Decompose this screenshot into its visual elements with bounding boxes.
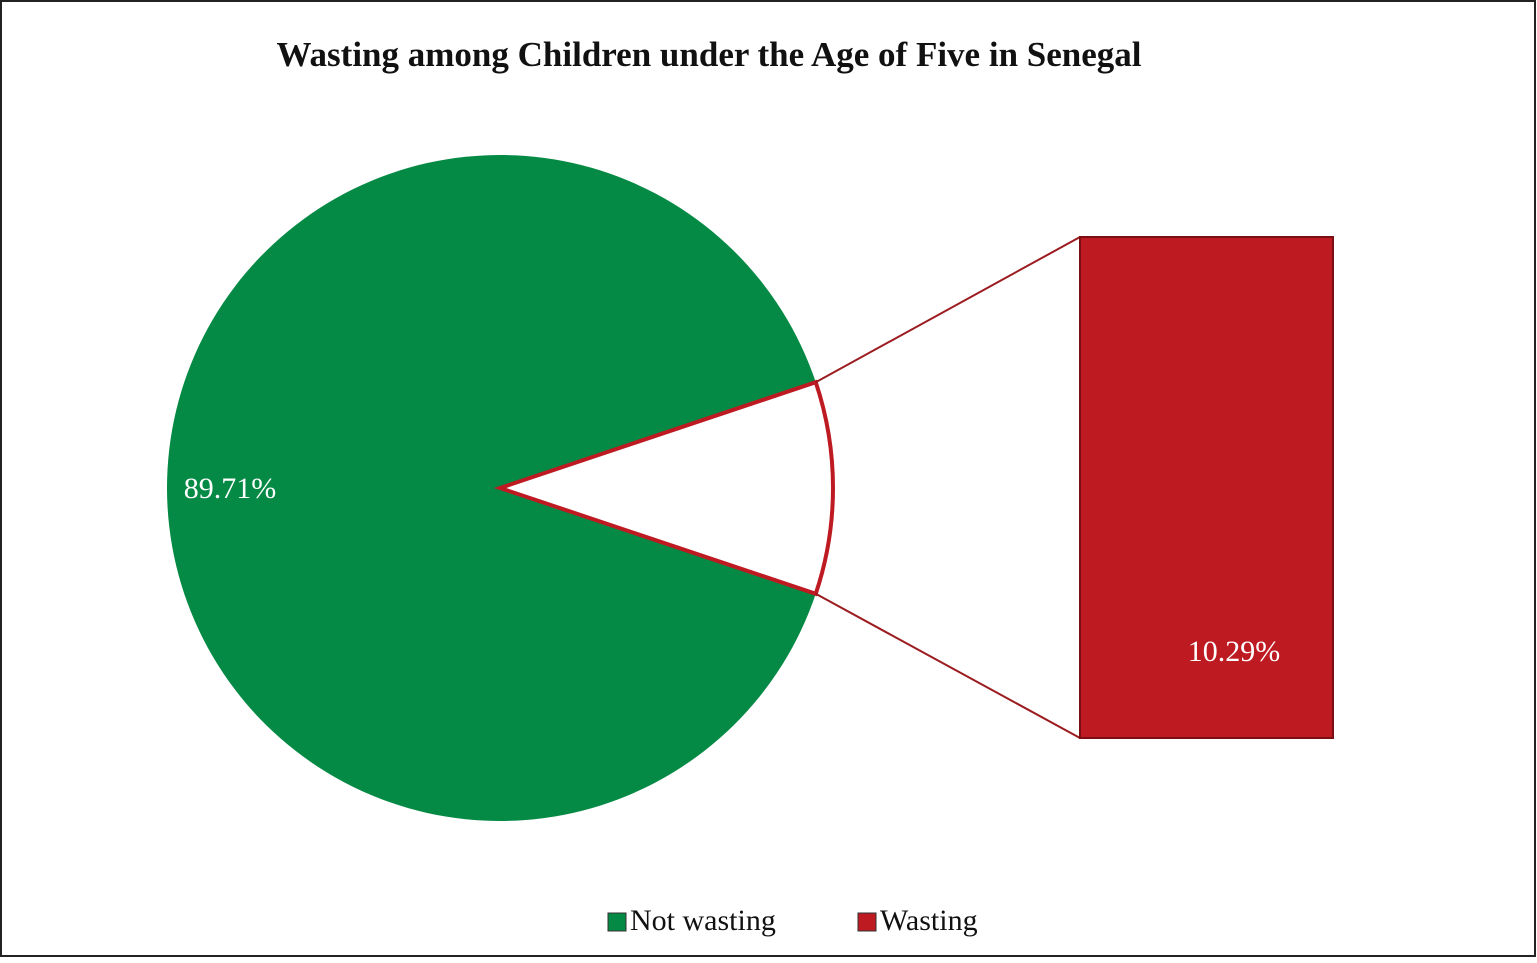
legend-label: Wasting	[880, 904, 978, 937]
data-label: 89.71%	[184, 472, 277, 505]
legend-swatch	[857, 912, 877, 932]
legend-label: Not wasting	[630, 904, 776, 937]
connector-line	[815, 592, 1081, 739]
chart-title: Wasting among Children under the Age of …	[276, 35, 1141, 74]
legend-swatch	[607, 912, 627, 932]
data-label: 10.29%	[1188, 635, 1281, 668]
pie-slice	[166, 154, 816, 821]
connector-line	[815, 236, 1081, 384]
bar	[1079, 236, 1334, 739]
pie-slice	[493, 379, 835, 597]
